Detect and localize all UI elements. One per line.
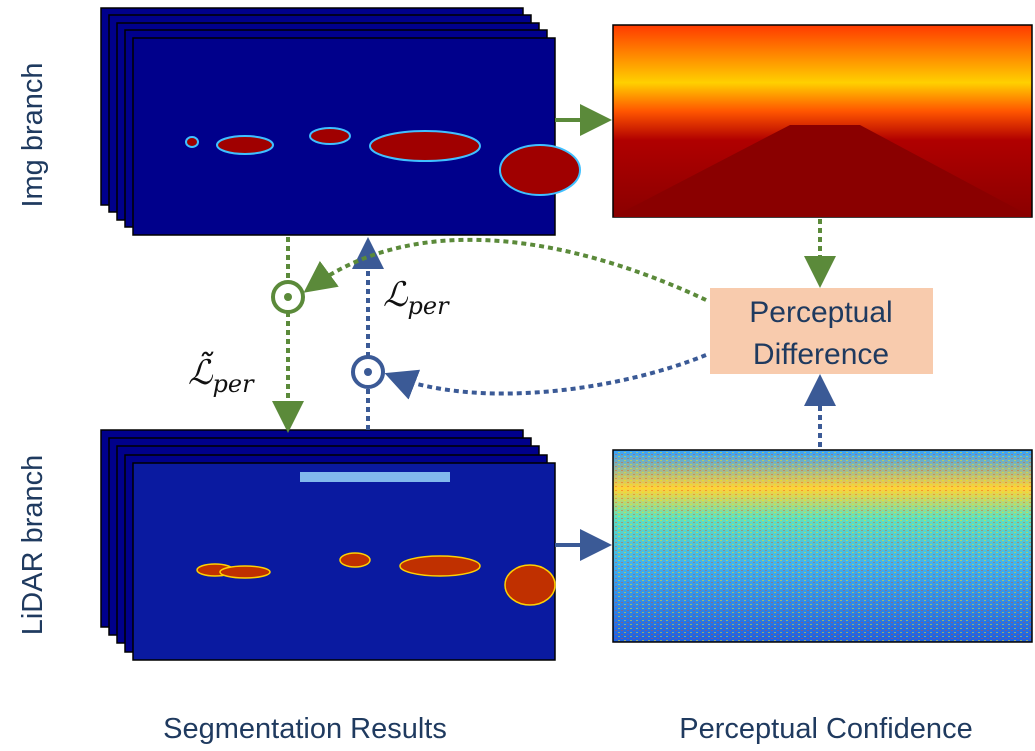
lidar-streak	[300, 472, 450, 482]
loss-symbol: ℒ	[383, 275, 409, 315]
loss-subscript: per	[213, 370, 256, 398]
diagram: Perceptual Difference ℒper ℒ̃per Img bra…	[0, 0, 1035, 751]
loss-subscript: per	[408, 292, 451, 320]
lidar-confidence-texture	[614, 451, 1031, 641]
caption-segmentation: Segmentation Results	[163, 713, 447, 745]
lidar-seg-stack	[101, 430, 555, 660]
difference-line2: Difference	[753, 338, 889, 371]
img-branch-label: Img branch	[17, 62, 49, 207]
img-seg-stack	[101, 8, 555, 235]
difference-line1: Perceptual	[749, 296, 892, 329]
loss-per: ℒper	[383, 275, 450, 320]
loss-symbol: ℒ̃	[188, 351, 214, 393]
lidar-branch-label: LiDAR branch	[17, 455, 49, 636]
loss-per-tilde: ℒ̃per	[188, 351, 255, 398]
caption-confidence: Perceptual Confidence	[679, 713, 972, 745]
